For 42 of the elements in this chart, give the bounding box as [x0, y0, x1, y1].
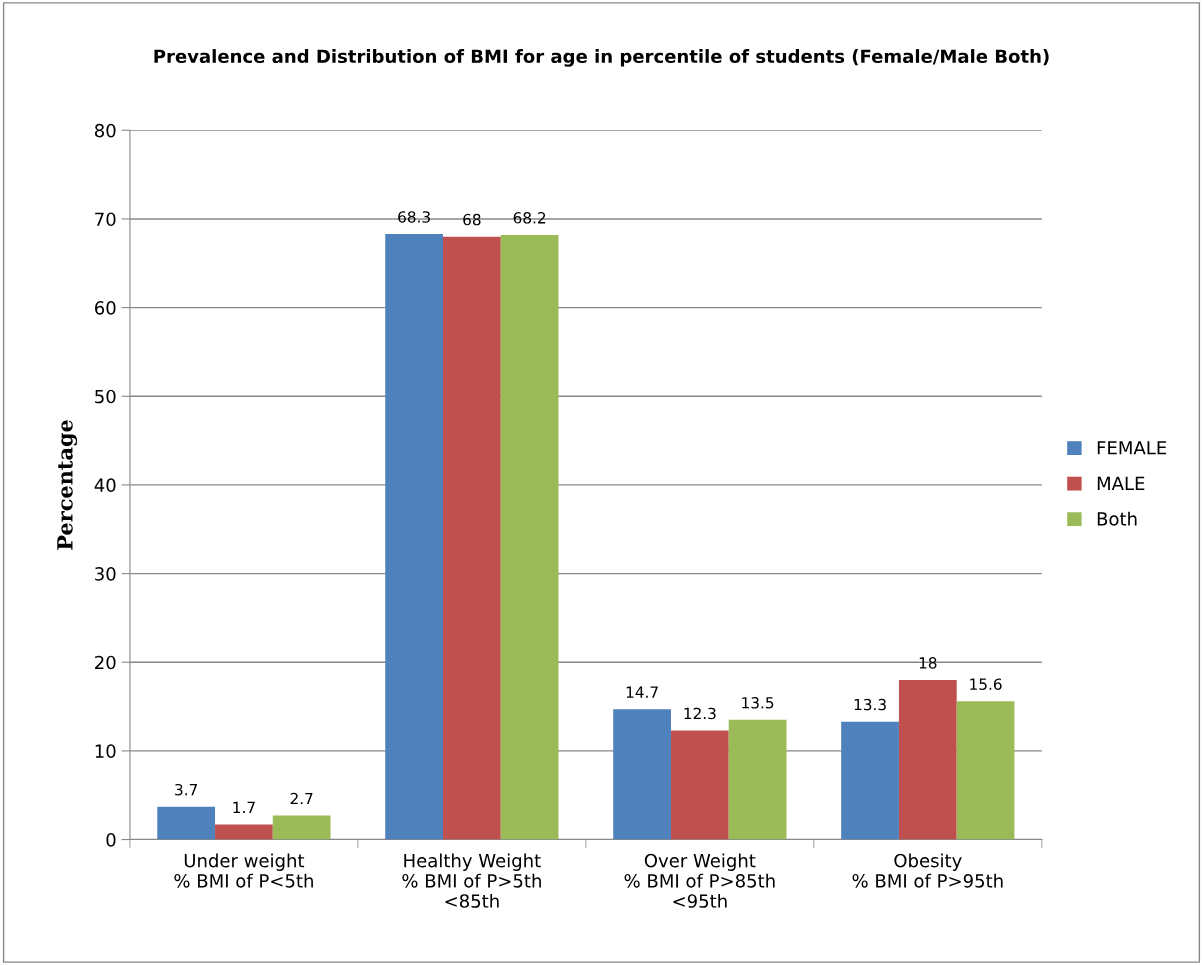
bar [443, 236, 501, 840]
legend-label: FEMALE [1097, 441, 1167, 455]
bar [613, 709, 671, 840]
bar [841, 721, 899, 840]
bar [157, 806, 216, 840]
y-axis-title: Percentage [57, 420, 78, 550]
y-tick-label: 50 [95, 389, 116, 404]
y-tick-label: 40 [94, 478, 116, 493]
legend-label: MALE [1097, 476, 1145, 490]
bar [500, 234, 559, 840]
bar [956, 701, 1015, 840]
bar [670, 730, 729, 840]
data-label: 14.7 [626, 686, 658, 698]
data-label: 68.3 [398, 211, 430, 223]
data-label: 15.6 [970, 678, 1002, 690]
y-tick-label: 80 [94, 123, 116, 138]
data-label: 68 [463, 213, 481, 226]
data-label: 1.7 [233, 801, 255, 813]
data-label: 13.3 [854, 698, 886, 711]
x-tick-label: Under weight % BMI of P<5th [174, 853, 313, 888]
y-tick-label: 10 [95, 744, 116, 759]
bar [272, 815, 331, 840]
data-label: 2.7 [290, 792, 313, 805]
x-tick-label: Over Weight % BMI of P>85th <95th [624, 853, 775, 908]
data-label: 13.5 [742, 697, 774, 709]
x-tick-label: Obesity % BMI of P>95th [852, 853, 1003, 888]
bar [385, 234, 443, 840]
data-label: 68.2 [513, 212, 546, 224]
legend-label: Both [1097, 511, 1137, 526]
y-tick-label: 0 [106, 833, 116, 847]
y-tick-label: 30 [95, 567, 116, 581]
data-label: 3.7 [175, 783, 197, 796]
y-tick-label: 70 [95, 212, 116, 227]
bar [728, 719, 787, 840]
y-tick-label: 20 [95, 655, 116, 670]
data-label: 12.3 [684, 707, 716, 720]
chart-title: Prevalence and Distribution of BMI for age in percentile of students (Female/Male Both) [154, 49, 1049, 67]
data-label: 18 [919, 657, 937, 669]
bar [215, 824, 273, 840]
bar [898, 679, 957, 840]
y-tick-label: 60 [95, 301, 116, 315]
x-tick-label: Healthy Weight % BMI of P>5th <85th [402, 853, 541, 908]
